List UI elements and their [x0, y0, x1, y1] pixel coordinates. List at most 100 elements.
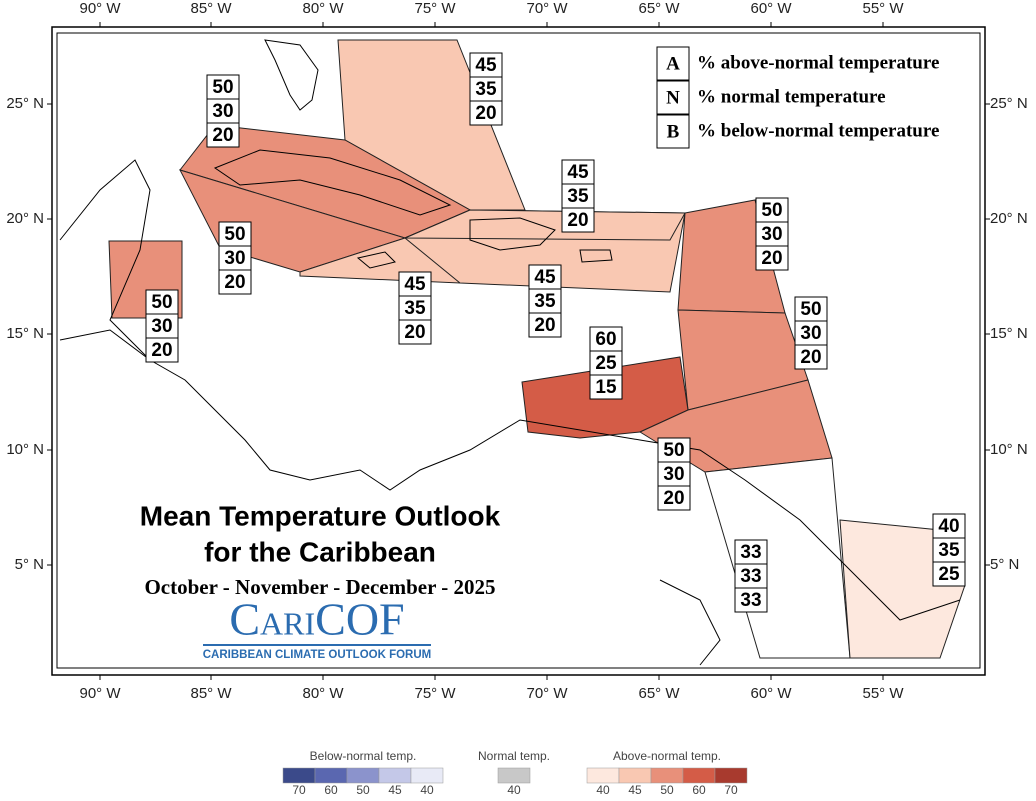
- key-letter: N: [666, 87, 680, 108]
- key-text: % normal temperature: [697, 86, 886, 107]
- lon-label: 70° W: [526, 0, 568, 17]
- key-letter: A: [666, 53, 680, 74]
- legend-value: 60: [692, 783, 706, 796]
- box-cell: [657, 437, 691, 463]
- key-text: % above-normal temperature: [697, 52, 939, 73]
- probability-n: 30: [761, 224, 782, 245]
- box-cell: [932, 513, 966, 539]
- box-cell: [218, 245, 252, 271]
- box-cell: [589, 374, 623, 400]
- box-cell: [734, 587, 768, 613]
- lat-label: 15° N: [990, 325, 1028, 342]
- logo-tagline: CARIBBEAN CLIMATE OUTLOOK FORUM: [203, 649, 432, 661]
- lon-label: 55° W: [862, 685, 904, 702]
- lon-label: 65° W: [638, 0, 680, 17]
- puerto-rico: [579, 249, 613, 263]
- probability-n: 35: [938, 540, 960, 561]
- probability-b: 25: [938, 564, 960, 585]
- lat-label: 25° N: [990, 95, 1028, 112]
- logo-name: CariCOF: [229, 594, 404, 645]
- legend-swatch: [618, 767, 652, 784]
- key-box: [656, 80, 690, 115]
- legend-value: 40: [596, 783, 610, 796]
- probability-n: 25: [595, 353, 617, 374]
- probability-a: 50: [212, 77, 233, 98]
- probability-boxes: 45 35 20 50 30 20 50 30 20 45 35 20 45 35 20 45 35 20 50 30…: [145, 52, 966, 613]
- box-cell: [528, 264, 562, 290]
- jamaica: [356, 251, 396, 269]
- box-cell: [398, 319, 432, 345]
- legend-swatch: [497, 767, 531, 784]
- lon-label: 85° W: [190, 0, 232, 17]
- axes: 90° W 90° W 85° W 85° W 80° W 80° W 75° W 75° W…: [6, 0, 1027, 702]
- legend-value: 40: [420, 783, 434, 796]
- lat-label: 10° N: [6, 441, 44, 458]
- probability-a: 45: [475, 55, 497, 76]
- probability-a: 50: [800, 299, 821, 320]
- probability-n: 30: [224, 248, 245, 269]
- title-line-1: Mean Temperature Outlook: [140, 500, 501, 531]
- box-cell: [528, 312, 562, 338]
- probability-a: 50: [224, 224, 245, 245]
- legend-value: 60: [324, 783, 338, 796]
- lon-label: 60° W: [750, 0, 792, 17]
- probability-b: 20: [404, 322, 425, 343]
- probability-a: 33: [740, 542, 761, 563]
- probability-b: 33: [740, 590, 761, 611]
- probability-n: 35: [567, 186, 589, 207]
- box-cell: [589, 350, 623, 376]
- box-cell: [657, 461, 691, 487]
- box-cell: [469, 100, 503, 126]
- box-cell: [206, 98, 240, 124]
- hispaniola: [469, 217, 556, 251]
- lon-label: 75° W: [414, 0, 456, 17]
- map-inner-frame: [56, 32, 981, 669]
- central-america: [59, 329, 151, 361]
- mainland-coast: [59, 159, 961, 621]
- legend-swatch: [282, 767, 316, 784]
- probability-n: 35: [404, 298, 426, 319]
- probability-b: 20: [534, 315, 555, 336]
- key: A % above-normal temperature N % normal tem…: [656, 46, 939, 149]
- legend-swatch: [314, 767, 348, 784]
- probability-b: 20: [800, 347, 821, 368]
- legend-swatch: [682, 767, 716, 784]
- legend-title: Normal temp.: [478, 749, 550, 763]
- legend-value: 45: [388, 783, 402, 796]
- box-cell: [734, 539, 768, 565]
- title-line-2: for the Caribbean: [204, 536, 436, 567]
- lat-label: 5° N: [990, 556, 1019, 573]
- lat-label: 20° N: [990, 210, 1028, 227]
- legend-swatch: [586, 767, 620, 784]
- probability-a: 50: [151, 292, 172, 313]
- key-box: [656, 114, 690, 149]
- lat-label: 15° N: [6, 325, 44, 342]
- probability-a: 45: [567, 162, 589, 183]
- box-cell: [755, 221, 789, 247]
- box-cell: [561, 159, 595, 185]
- probability-b: 20: [151, 340, 172, 361]
- legend-swatch: [378, 767, 412, 784]
- probability-a: 50: [761, 200, 782, 221]
- box-cell: [755, 197, 789, 223]
- lat-label: 5° N: [15, 556, 44, 573]
- box-cell: [794, 320, 828, 346]
- probability-b: 20: [761, 248, 782, 269]
- lon-label: 80° W: [302, 0, 344, 17]
- probability-a: 50: [663, 440, 684, 461]
- box-cell: [932, 537, 966, 563]
- probability-a: 45: [404, 274, 426, 295]
- probability-n: 35: [534, 291, 556, 312]
- legend-value: 70: [724, 783, 738, 796]
- probability-n: 33: [740, 566, 761, 587]
- region: [404, 209, 686, 241]
- lon-label: 90° W: [79, 685, 121, 702]
- probability-a: 60: [595, 329, 616, 350]
- lon-label: 75° W: [414, 685, 456, 702]
- probability-a: 40: [938, 516, 959, 537]
- box-cell: [398, 295, 432, 321]
- lon-label: 80° W: [302, 685, 344, 702]
- color-legend: Below-normal temp. 70 60 50 45 40 Normal temp.…: [282, 749, 748, 797]
- florida: [264, 39, 319, 111]
- box-cell: [755, 245, 789, 271]
